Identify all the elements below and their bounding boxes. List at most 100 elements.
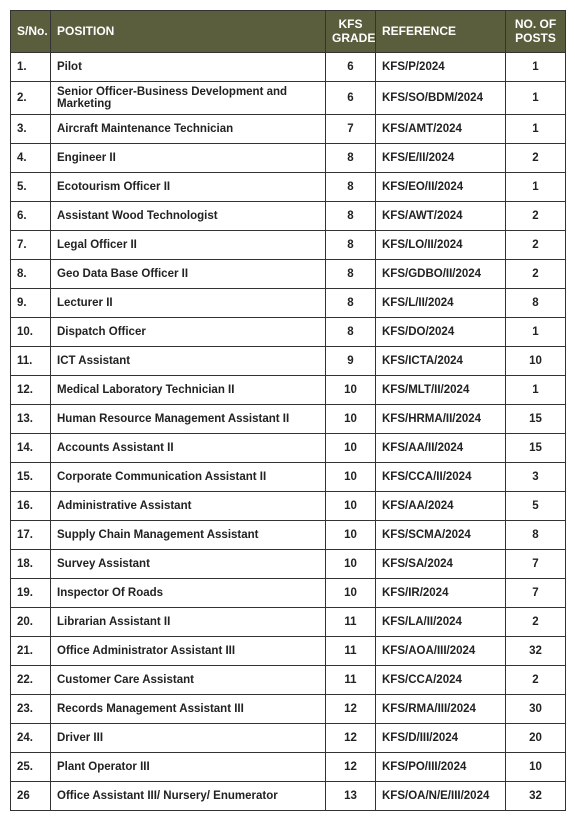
cell-sno: 18. bbox=[11, 549, 51, 578]
cell-reference: KFS/CCA/2024 bbox=[376, 665, 506, 694]
cell-position: ICT Assistant bbox=[51, 346, 326, 375]
cell-position: Survey Assistant bbox=[51, 549, 326, 578]
cell-grade: 11 bbox=[326, 607, 376, 636]
table-row: 13.Human Resource Management Assistant I… bbox=[11, 404, 566, 433]
cell-reference: KFS/HRMA/II/2024 bbox=[376, 404, 506, 433]
cell-reference: KFS/PO/III/2024 bbox=[376, 752, 506, 781]
cell-posts: 2 bbox=[506, 143, 566, 172]
cell-grade: 9 bbox=[326, 346, 376, 375]
cell-sno: 23. bbox=[11, 694, 51, 723]
cell-sno: 1. bbox=[11, 52, 51, 81]
table-row: 1.Pilot6KFS/P/20241 bbox=[11, 52, 566, 81]
cell-reference: KFS/AA/II/2024 bbox=[376, 433, 506, 462]
cell-reference: KFS/CCA/II/2024 bbox=[376, 462, 506, 491]
cell-grade: 11 bbox=[326, 665, 376, 694]
cell-grade: 6 bbox=[326, 81, 376, 114]
cell-position: Records Management Assistant III bbox=[51, 694, 326, 723]
cell-posts: 7 bbox=[506, 578, 566, 607]
cell-sno: 17. bbox=[11, 520, 51, 549]
cell-position: Assistant Wood Technologist bbox=[51, 201, 326, 230]
table-row: 23.Records Management Assistant III12KFS… bbox=[11, 694, 566, 723]
cell-sno: 22. bbox=[11, 665, 51, 694]
table-row: 15.Corporate Communication Assistant II1… bbox=[11, 462, 566, 491]
table-row: 11.ICT Assistant9KFS/ICTA/202410 bbox=[11, 346, 566, 375]
cell-posts: 2 bbox=[506, 230, 566, 259]
cell-position: Legal Officer II bbox=[51, 230, 326, 259]
cell-posts: 8 bbox=[506, 520, 566, 549]
table-row: 17.Supply Chain Management Assistant10KF… bbox=[11, 520, 566, 549]
cell-reference: KFS/AA/2024 bbox=[376, 491, 506, 520]
cell-position: Human Resource Management Assistant II bbox=[51, 404, 326, 433]
cell-posts: 32 bbox=[506, 781, 566, 810]
cell-reference: KFS/AWT/2024 bbox=[376, 201, 506, 230]
col-header-grade: KFS GRADE bbox=[326, 11, 376, 53]
cell-reference: KFS/P/2024 bbox=[376, 52, 506, 81]
cell-grade: 10 bbox=[326, 491, 376, 520]
cell-sno: 12. bbox=[11, 375, 51, 404]
col-header-posts: NO. OF POSTS bbox=[506, 11, 566, 53]
cell-posts: 1 bbox=[506, 52, 566, 81]
cell-reference: KFS/GDBO/II/2024 bbox=[376, 259, 506, 288]
cell-sno: 26 bbox=[11, 781, 51, 810]
table-row: 2.Senior Officer-Business Development an… bbox=[11, 81, 566, 114]
cell-sno: 13. bbox=[11, 404, 51, 433]
cell-sno: 16. bbox=[11, 491, 51, 520]
cell-position: Aircraft Maintenance Technician bbox=[51, 114, 326, 143]
cell-sno: 9. bbox=[11, 288, 51, 317]
cell-reference: KFS/ICTA/2024 bbox=[376, 346, 506, 375]
cell-reference: KFS/RMA/III/2024 bbox=[376, 694, 506, 723]
cell-position: Inspector Of Roads bbox=[51, 578, 326, 607]
table-row: 19.Inspector Of Roads10KFS/IR/20247 bbox=[11, 578, 566, 607]
cell-sno: 24. bbox=[11, 723, 51, 752]
cell-grade: 10 bbox=[326, 578, 376, 607]
cell-posts: 32 bbox=[506, 636, 566, 665]
cell-posts: 2 bbox=[506, 665, 566, 694]
cell-grade: 8 bbox=[326, 143, 376, 172]
cell-reference: KFS/IR/2024 bbox=[376, 578, 506, 607]
cell-grade: 8 bbox=[326, 259, 376, 288]
cell-grade: 8 bbox=[326, 317, 376, 346]
cell-grade: 12 bbox=[326, 723, 376, 752]
cell-reference: KFS/SA/2024 bbox=[376, 549, 506, 578]
cell-position: Office Administrator Assistant III bbox=[51, 636, 326, 665]
cell-grade: 11 bbox=[326, 636, 376, 665]
cell-position: Lecturer II bbox=[51, 288, 326, 317]
cell-posts: 1 bbox=[506, 317, 566, 346]
table-row: 5.Ecotourism Officer II8KFS/EO/II/20241 bbox=[11, 172, 566, 201]
cell-position: Customer Care Assistant bbox=[51, 665, 326, 694]
cell-posts: 1 bbox=[506, 172, 566, 201]
table-row: 7.Legal Officer II8KFS/LO/II/20242 bbox=[11, 230, 566, 259]
cell-posts: 10 bbox=[506, 752, 566, 781]
cell-sno: 4. bbox=[11, 143, 51, 172]
cell-posts: 1 bbox=[506, 114, 566, 143]
cell-grade: 8 bbox=[326, 288, 376, 317]
cell-position: Librarian Assistant II bbox=[51, 607, 326, 636]
cell-grade: 13 bbox=[326, 781, 376, 810]
cell-posts: 7 bbox=[506, 549, 566, 578]
table-row: 25.Plant Operator III12KFS/PO/III/202410 bbox=[11, 752, 566, 781]
cell-grade: 12 bbox=[326, 752, 376, 781]
cell-position: Administrative Assistant bbox=[51, 491, 326, 520]
cell-posts: 8 bbox=[506, 288, 566, 317]
cell-posts: 10 bbox=[506, 346, 566, 375]
cell-position: Engineer II bbox=[51, 143, 326, 172]
cell-posts: 2 bbox=[506, 259, 566, 288]
cell-reference: KFS/DO/2024 bbox=[376, 317, 506, 346]
cell-sno: 15. bbox=[11, 462, 51, 491]
cell-grade: 8 bbox=[326, 230, 376, 259]
table-row: 24.Driver III12KFS/D/III/202420 bbox=[11, 723, 566, 752]
cell-reference: KFS/D/III/2024 bbox=[376, 723, 506, 752]
cell-grade: 10 bbox=[326, 462, 376, 491]
cell-posts: 1 bbox=[506, 81, 566, 114]
table-row: 12.Medical Laboratory Technician II10KFS… bbox=[11, 375, 566, 404]
cell-position: Geo Data Base Officer II bbox=[51, 259, 326, 288]
cell-sno: 19. bbox=[11, 578, 51, 607]
cell-grade: 7 bbox=[326, 114, 376, 143]
cell-grade: 10 bbox=[326, 433, 376, 462]
cell-position: Supply Chain Management Assistant bbox=[51, 520, 326, 549]
table-body: 1.Pilot6KFS/P/202412.Senior Officer-Busi… bbox=[11, 52, 566, 810]
cell-reference: KFS/EO/II/2024 bbox=[376, 172, 506, 201]
table-row: 22.Customer Care Assistant11KFS/CCA/2024… bbox=[11, 665, 566, 694]
cell-grade: 8 bbox=[326, 201, 376, 230]
cell-posts: 15 bbox=[506, 433, 566, 462]
